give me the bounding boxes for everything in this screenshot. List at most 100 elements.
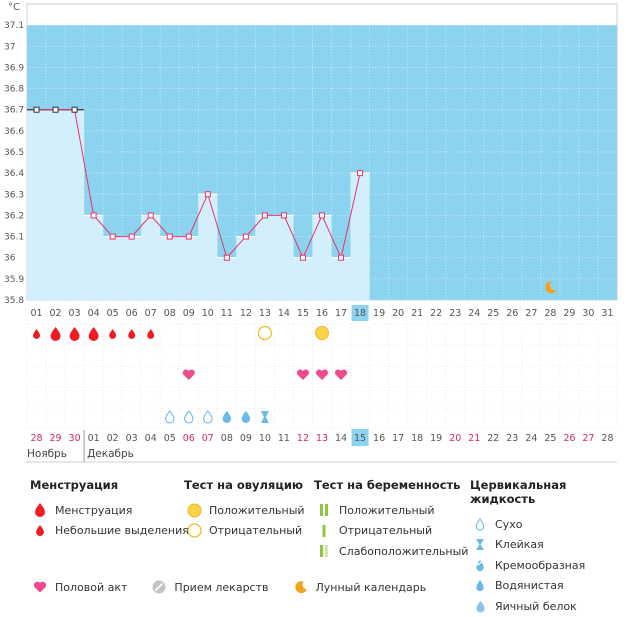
- y-tick-label: 37.1: [4, 21, 24, 31]
- temperature-bar: [46, 109, 66, 300]
- cycle-day-label: 08: [164, 308, 176, 319]
- heart-icon: [182, 369, 195, 380]
- date-label: 25: [544, 433, 556, 444]
- spotting-drop-icon: [147, 329, 155, 339]
- legend-cervical-watery-row: Водянистая: [470, 576, 626, 597]
- legend-other: Половой акт Прием лекарств Лунный календ…: [30, 580, 448, 594]
- spotting-drop-icon: [109, 329, 117, 339]
- legend-menstruation: Менструация Менструация Небольшие выделе…: [30, 478, 189, 541]
- temperature-bar: [141, 215, 161, 300]
- y-tick-label: 36.3: [4, 190, 24, 200]
- cycle-day-label: 27: [525, 308, 537, 319]
- temperature-point: [71, 106, 78, 113]
- date-label: 26: [563, 433, 575, 444]
- filled-drop-icon: [470, 579, 490, 592]
- heart-icon: [335, 369, 348, 380]
- temperature-bar: [331, 257, 351, 300]
- cycle-day-label: 19: [373, 308, 385, 319]
- temperature-point: [223, 254, 230, 261]
- date-label: 03: [126, 433, 138, 444]
- circle-filled-icon: [184, 503, 204, 518]
- cycle-day-label: 23: [449, 308, 461, 319]
- fluid-dry-icon: [203, 410, 213, 424]
- legend-cervical-creamy-row: Кремообразная: [470, 555, 626, 576]
- ovulation-positive-icon: [315, 326, 329, 340]
- date-label: 28: [30, 433, 42, 444]
- moon-icon: [545, 281, 557, 294]
- legend-medicine: Прием лекарств: [149, 580, 269, 594]
- date-label: 10: [259, 433, 271, 444]
- menstruation-drop-icon: [69, 327, 80, 342]
- temperature-bar: [84, 215, 104, 300]
- heart-icon: [296, 369, 309, 380]
- temperature-bar: [27, 109, 47, 300]
- month-label: Декабрь: [87, 448, 134, 460]
- y-tick-label: 35.8: [4, 296, 24, 306]
- cycle-day-label: 24: [468, 308, 480, 319]
- temperature-point: [261, 212, 268, 219]
- temperature-point: [109, 233, 116, 240]
- fluid-sticky-icon: [260, 411, 269, 423]
- cycle-day-label: 20: [392, 308, 404, 319]
- y-tick-label: 35.9: [4, 275, 24, 285]
- moon-icon: [291, 580, 311, 594]
- egg-drop-icon: [470, 600, 490, 613]
- legend-cervical-eggwhite-row: Яичный белок: [470, 596, 626, 617]
- cycle-day-label: 11: [221, 308, 233, 319]
- date-label: 22: [487, 433, 499, 444]
- temperature-bar: [350, 173, 370, 300]
- legend-pregnancy-title: Тест на беременность: [314, 478, 461, 492]
- cycle-day-label: 13: [259, 308, 271, 319]
- temperature-point: [185, 233, 192, 240]
- temperature-point: [166, 233, 173, 240]
- y-tick-label: 36.9: [4, 63, 24, 73]
- date-label: 23: [506, 433, 518, 444]
- temperature-point: [128, 233, 135, 240]
- temperature-point: [338, 254, 345, 261]
- date-label: 19: [430, 433, 442, 444]
- temperature-point: [147, 212, 154, 219]
- date-label: 11: [278, 433, 290, 444]
- temperature-bar: [198, 194, 218, 300]
- cycle-day-label: 01: [30, 308, 42, 319]
- y-tick-label: 36.8: [4, 85, 24, 95]
- legend-ovulation-title: Тест на овуляцию: [184, 478, 304, 492]
- legend-ovulation-positive-row: Положительный: [184, 500, 305, 521]
- cycle-day-label: 06: [126, 308, 138, 319]
- legend-pregnancy-negative-row: Отрицательный: [314, 521, 468, 542]
- cycle-day-label: 02: [50, 308, 62, 319]
- date-label: 01: [88, 433, 100, 444]
- faint-double-bar-icon: [314, 544, 334, 558]
- cycle-day-label: 05: [107, 308, 119, 319]
- date-label: 13: [316, 433, 328, 444]
- menstruation-drop-icon: [88, 327, 99, 342]
- date-label: 15: [354, 433, 366, 444]
- single-bar-icon: [314, 524, 334, 538]
- date-label: 21: [468, 433, 480, 444]
- small-drop-icon: [30, 525, 50, 537]
- legend-cervical-creamy-label: Кремообразная: [495, 558, 586, 572]
- legend-intercourse-label: Половой акт: [55, 580, 128, 594]
- cycle-day-label: 07: [145, 308, 157, 319]
- circle-outline-icon: [184, 523, 204, 538]
- date-label: 24: [525, 433, 537, 444]
- legend-cervical-dry-label: Сухо: [495, 517, 523, 531]
- legend-ovulation-negative-row: Отрицательный: [184, 521, 305, 542]
- legend-cervical-sticky-label: Клейкая: [495, 538, 544, 552]
- ovulation-negative-icon: [257, 325, 273, 341]
- legend-menstruation-label: Менструация: [55, 503, 133, 517]
- legend-spotting-row: Небольшие выделения: [30, 521, 189, 542]
- legend-pregnancy-positive-row: Положительный: [314, 500, 468, 521]
- cycle-day-label: 21: [411, 308, 423, 319]
- double-bar-icon: [314, 503, 334, 517]
- cycle-day-label: 04: [88, 308, 100, 319]
- date-label: 28: [601, 433, 613, 444]
- legend-ovulation-positive-label: Положительный: [209, 503, 305, 517]
- legend-cervical-sticky-row: Клейкая: [470, 535, 626, 556]
- cycle-day-label: 03: [69, 308, 81, 319]
- date-label: 14: [335, 433, 347, 444]
- date-label: 16: [373, 433, 385, 444]
- legend-pregnancy: Тест на беременность Положительный Отриц…: [314, 478, 468, 562]
- y-tick-label: 36.4: [4, 169, 24, 179]
- temperature-bar: [217, 257, 237, 300]
